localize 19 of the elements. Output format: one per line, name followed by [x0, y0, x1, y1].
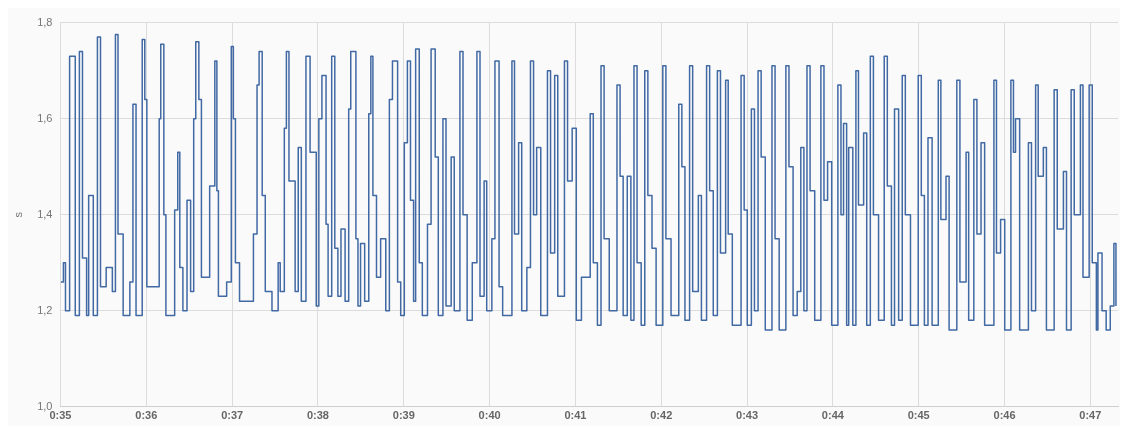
x-tick-label: 0:47 [1079, 409, 1102, 422]
x-tick-label: 0:43 [736, 409, 759, 422]
x-tick-label: 0:38 [306, 409, 329, 422]
y-tick-label: 1,0 [37, 399, 53, 412]
x-tick-label: 0:41 [564, 409, 587, 422]
y-tick-label: 1,2 [37, 303, 53, 316]
x-tick-label: 0:46 [993, 409, 1016, 422]
y-tick-label: 1,8 [37, 15, 53, 28]
y-axis-title: s [11, 211, 24, 218]
x-tick-label: 0:36 [135, 409, 158, 422]
y-tick-label: 1,6 [37, 111, 53, 124]
x-tick-label: 0:42 [650, 409, 673, 422]
x-tick-label: 0:44 [821, 409, 845, 422]
x-tick-label: 0:37 [221, 409, 244, 422]
x-tick-label: 0:39 [392, 409, 415, 422]
x-tick-label: 0:35 [49, 409, 72, 422]
x-tick-label: 0:40 [478, 409, 501, 422]
y-tick-label: 1,4 [37, 207, 53, 220]
x-tick-label: 0:45 [907, 409, 930, 422]
